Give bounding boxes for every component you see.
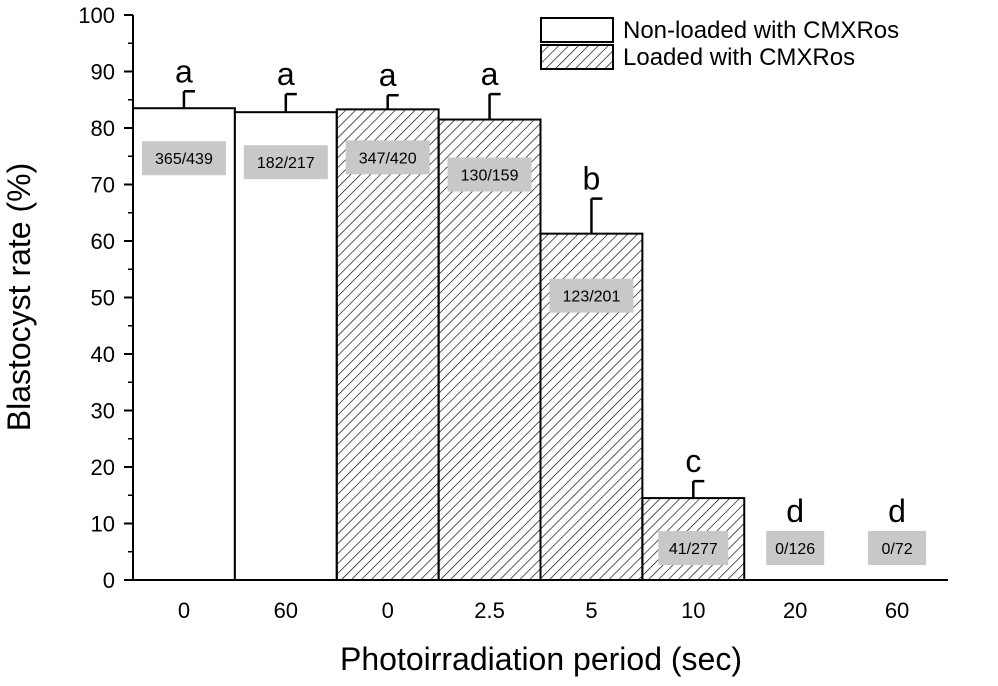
count-label-box-5 [658, 531, 729, 565]
count-label-5: 41/277 [669, 541, 718, 558]
count-label-box-6 [766, 531, 825, 565]
y-tick-label-10: 100 [78, 3, 115, 28]
count-label-1: 182/217 [257, 155, 315, 172]
count-label-box-0 [141, 141, 226, 176]
y-tick-label-4: 40 [91, 342, 115, 367]
bar-1 [233, 111, 338, 582]
y-tick-label-9: 90 [91, 60, 115, 85]
x-tick-label-2: 0 [382, 598, 394, 623]
y-tick-label-5: 50 [91, 286, 115, 311]
significance-letter-0: a [175, 53, 193, 89]
legend-swatch-1 [540, 44, 614, 70]
count-label-3: 130/159 [461, 168, 519, 185]
y-tick-label-8: 80 [91, 116, 115, 141]
x-tick-label-5: 10 [681, 598, 705, 623]
x-tick-label-7: 60 [885, 598, 909, 623]
legend-label-0: Non-loaded with CMXRos [623, 17, 899, 44]
x-tick-label-3: 2.5 [474, 598, 505, 623]
bar-0 [132, 107, 236, 581]
count-label-7: 0/72 [881, 541, 912, 558]
significance-letter-5: c [685, 443, 701, 479]
significance-letter-7: d [888, 493, 906, 529]
count-label-box-4 [549, 278, 634, 313]
x-tick-label-0: 0 [178, 598, 190, 623]
y-axis-title: Blastocyst rate (%) [1, 163, 37, 432]
significance-letter-6: d [786, 493, 804, 529]
significance-letter-2: a [379, 57, 397, 93]
significance-letter-4: b [583, 161, 601, 197]
significance-letter-1: a [277, 56, 295, 92]
count-label-6: 0/126 [775, 541, 815, 558]
count-label-0: 365/439 [155, 151, 213, 168]
count-label-box-7 [868, 531, 927, 565]
y-tick-label-0: 0 [103, 568, 115, 593]
x-tick-label-6: 20 [783, 598, 807, 623]
x-tick-label-1: 60 [274, 598, 298, 623]
bar-2 [335, 108, 440, 581]
x-tick-label-4: 5 [585, 598, 597, 623]
legend-swatch-0 [540, 17, 614, 43]
x-axis-title: Photoirradiation period (sec) [340, 641, 742, 677]
y-tick-label-7: 70 [91, 173, 115, 198]
y-tick-label-2: 20 [91, 455, 115, 480]
significance-letter-3: a [481, 56, 499, 92]
legend-label-1: Loaded with CMXRos [623, 44, 855, 71]
y-tick-label-3: 30 [91, 399, 115, 424]
count-label-box-2 [345, 140, 430, 175]
count-label-4: 123/201 [563, 289, 621, 306]
count-label-box-3 [447, 157, 532, 192]
y-tick-label-1: 10 [91, 512, 115, 537]
count-label-2: 347/420 [359, 150, 417, 167]
count-label-box-1 [243, 145, 328, 180]
y-tick-label-6: 60 [91, 229, 115, 254]
